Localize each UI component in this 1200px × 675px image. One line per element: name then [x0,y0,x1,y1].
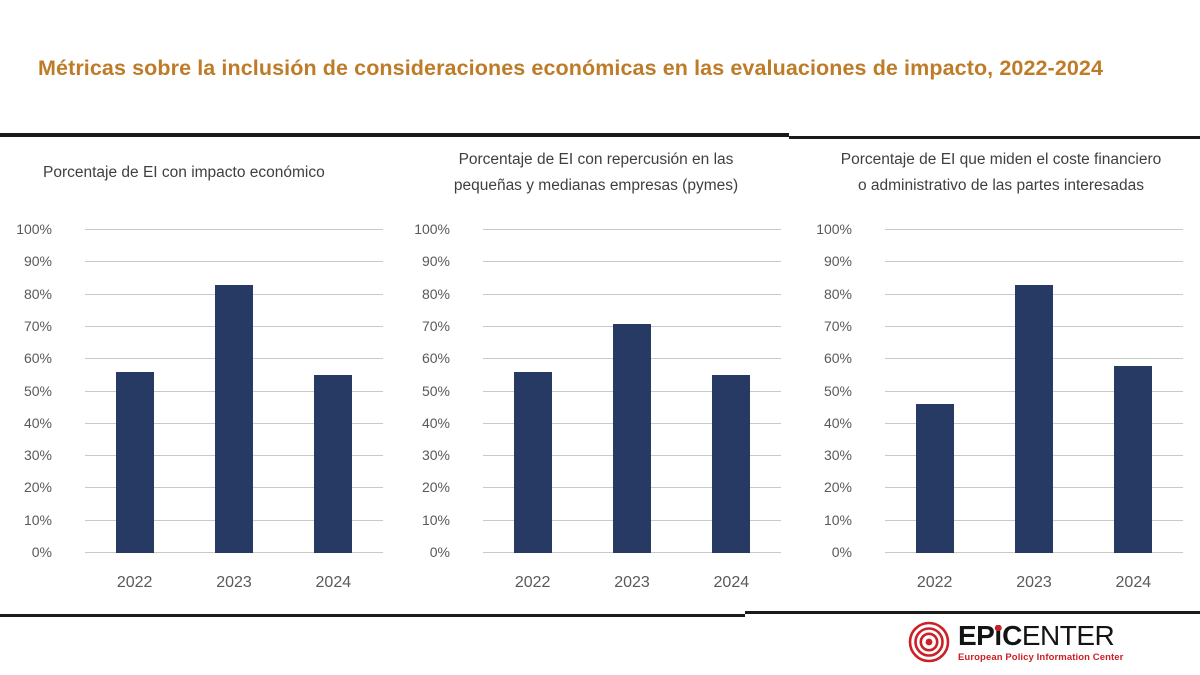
plot-area [483,229,781,553]
y-tick-label: 70% [421,318,450,334]
separator-line-bottom-left [0,614,745,617]
x-tick-label: 2023 [614,574,650,591]
y-tick-label: 0% [31,544,52,560]
x-tick-label: 2022 [116,574,153,591]
concentric-circles-target-icon [908,621,950,663]
y-tick-label: 40% [823,415,852,431]
logo-tagline: European Policy Information Center [958,652,1124,663]
logo-text-c: C [1002,620,1022,651]
y-tick-label: 50% [421,383,450,399]
bar-2022 [513,372,552,553]
chart-title: Porcentaje de EI con impacto económico [2,145,394,201]
x-tick-label: 2024 [1115,574,1152,591]
gridline [85,229,383,230]
chart-panel: Porcentaje de EI con impacto económico 1… [2,145,394,592]
y-tick-label: 60% [421,350,450,366]
y-tick-label: 10% [421,512,450,528]
gridline [885,261,1183,262]
bar-2024 [712,375,751,553]
y-tick-label: 20% [23,479,52,495]
bar-2024 [1114,365,1153,553]
y-tick-label: 90% [23,253,52,269]
plot-area [85,229,383,553]
chart-title: Porcentaje de EI que miden el coste fina… [802,145,1200,201]
x-axis-labels: 2022 2023 2024 [85,574,383,592]
epicenter-logo: EPiCENTER European Policy Information Ce… [907,620,1123,664]
x-tick-label: 2024 [315,574,352,591]
logo-text-ep: EP [958,620,995,651]
chart-title-line: pequeñas y medianas empresas (pymes) [453,177,739,194]
chart-area: 100% 90% 80% 70% 60% 50% 40% 30% 20% 10% 0% [400,221,792,560]
y-tick-label: 100% [16,221,52,237]
gridline [885,229,1183,230]
y-axis-labels: 100% 90% 80% 70% 60% 50% 40% 30% 20% 10% 0% [2,221,52,560]
y-tick-label: 0% [429,544,450,560]
epicenter-logo-text: EPiCENTER European Policy Information Ce… [958,621,1124,664]
separator-line-bottom-right [745,611,1200,614]
separator-line-top-right [789,136,1200,139]
y-tick-label: 20% [823,479,852,495]
x-axis-labels: 2022 2023 2024 [483,574,781,592]
y-tick-label: 20% [421,479,450,495]
gridline [85,261,383,262]
y-axis-labels: 100% 90% 80% 70% 60% 50% 40% 30% 20% 10% 0% [802,221,852,560]
y-tick-label: 80% [23,286,52,302]
bar-2023 [613,323,651,553]
y-tick-label: 50% [23,383,52,399]
y-tick-label: 100% [414,221,450,237]
plot-area [885,229,1183,553]
gridline [483,294,781,295]
y-tick-label: 30% [421,447,450,463]
y-tick-label: 50% [823,383,852,399]
gridline [483,261,781,262]
y-tick-label: 70% [823,318,852,334]
y-tick-label: 100% [816,221,852,237]
gridline [483,229,781,230]
bar-2022 [115,372,154,553]
chart-title-line: Porcentaje de EI con repercusión en las [458,151,734,168]
chart-area: 100% 90% 80% 70% 60% 50% 40% 30% 20% 10% 0% [2,221,394,560]
y-tick-label: 80% [421,286,450,302]
chart-panel: Porcentaje de EI que miden el coste fina… [802,145,1200,592]
y-axis-labels: 100% 90% 80% 70% 60% 50% 40% 30% 20% 10% 0% [400,221,450,560]
x-tick-label: 2023 [1016,574,1052,591]
y-tick-label: 10% [23,512,52,528]
chart-panel: Porcentaje de EI con repercusión en las p… [400,145,792,592]
y-tick-label: 60% [23,350,52,366]
bar-2024 [314,375,353,553]
x-tick-label: 2024 [713,574,750,591]
chart-title: Porcentaje de EI con repercusión en las p… [400,145,792,201]
y-tick-label: 80% [823,286,852,302]
bar-2023 [215,284,253,553]
y-tick-label: 40% [23,415,52,431]
y-tick-label: 60% [823,350,852,366]
separator-line-top-left [0,133,789,137]
x-tick-label: 2022 [514,574,551,591]
y-tick-label: 40% [421,415,450,431]
y-tick-label: 70% [23,318,52,334]
y-tick-label: 90% [421,253,450,269]
y-tick-label: 90% [823,253,852,269]
chart-title-line: Porcentaje de EI con impacto económico [43,164,325,181]
bar-2023 [1015,284,1053,553]
chart-title-line: o administrativo de las partes interesad… [857,177,1145,194]
y-tick-label: 0% [831,544,852,560]
x-tick-label: 2023 [216,574,252,591]
chart-area: 100% 90% 80% 70% 60% 50% 40% 30% 20% 10% 0% [802,221,1200,560]
y-tick-label: 10% [823,512,852,528]
bar-2022 [915,404,954,553]
x-axis-labels: 2022 2023 2024 [885,574,1183,592]
epicenter-wordmark: EPiCENTER [958,621,1123,651]
y-tick-label: 30% [23,447,52,463]
chart-title-line: Porcentaje de EI que miden el coste fina… [840,151,1162,168]
page-title: Métricas sobre la inclusión de considera… [38,56,1104,80]
x-tick-label: 2022 [916,574,953,591]
logo-text-enter: ENTER [1021,620,1115,651]
logo-text-i: i [994,620,1003,651]
y-tick-label: 30% [823,447,852,463]
